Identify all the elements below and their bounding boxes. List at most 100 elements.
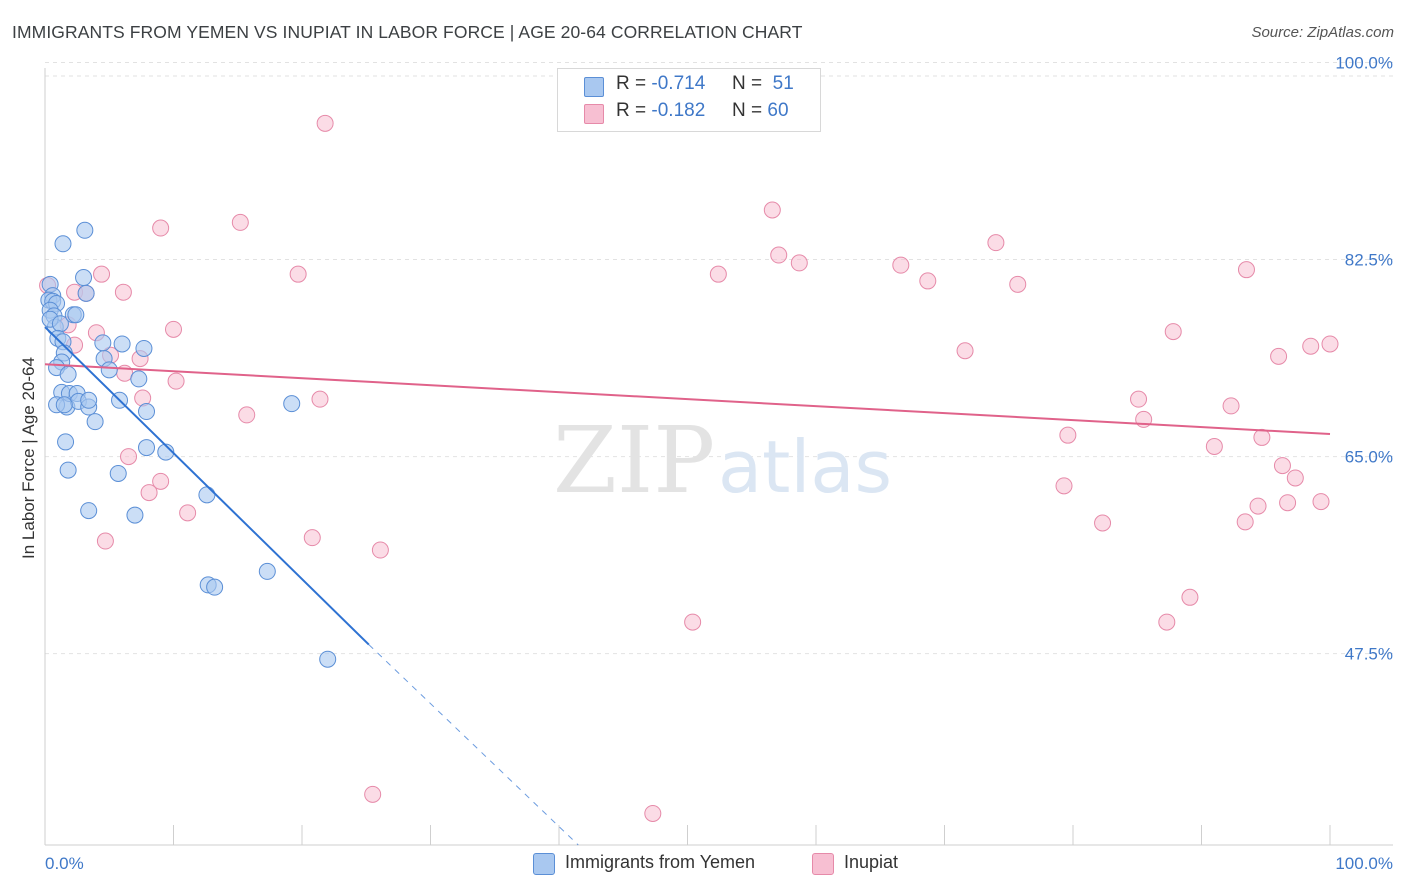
inupiat-point (179, 504, 197, 522)
y-tick-label: 82.5% (1345, 251, 1393, 270)
inupiat-point (1279, 494, 1297, 512)
inupiat-point (120, 448, 138, 466)
yemen-point (55, 396, 73, 414)
watermark-atlas: atlas (718, 425, 892, 509)
inupiat-point (770, 246, 788, 264)
inupiat-point (114, 283, 132, 301)
yemen-point (77, 284, 95, 302)
inupiat-point (1237, 261, 1255, 279)
inupiat-point (93, 265, 111, 283)
yemen-point (80, 502, 98, 520)
yemen-point (76, 221, 94, 239)
watermark: ZIP atlas (553, 407, 892, 514)
inupiat-point (311, 390, 329, 408)
inupiat-point (790, 254, 808, 272)
legend-swatch-yemen-bottom (533, 853, 555, 875)
source-credit: Source: ZipAtlas.com (1251, 24, 1394, 41)
inupiat-trend-line (44, 363, 1331, 436)
inupiat-point (371, 541, 389, 559)
inupiat-point (1094, 514, 1112, 532)
inupiat-point (1059, 426, 1077, 444)
x-tick-label: 100.0% (1335, 854, 1393, 873)
inupiat-point (303, 529, 321, 547)
yemen-point (59, 461, 77, 479)
legend-label-yemen: Immigrants from Yemen (565, 852, 756, 872)
inupiat-point (1205, 437, 1223, 455)
yemen-point (67, 306, 85, 324)
inupiat-point (1312, 493, 1330, 511)
legend-swatch-yemen (584, 77, 604, 97)
grid-lines (45, 62, 1393, 655)
inupiat-point (1236, 513, 1254, 531)
inupiat-point (644, 804, 662, 822)
inupiat-point (152, 472, 170, 490)
yemen-point (138, 439, 156, 457)
yemen-point (258, 562, 276, 580)
legend-n-value-yemen: 51 (772, 73, 794, 94)
yemen-point (319, 650, 337, 668)
tick-labels: 47.5% 65.0% 82.5% 100.0% 0.0% 100.0% (45, 54, 1393, 873)
inupiat-point (165, 320, 182, 338)
legend-r-label: R = (616, 73, 647, 94)
y-tick-label: 100.0% (1335, 54, 1393, 73)
inupiat-point (96, 532, 114, 550)
inupiat-point (1158, 613, 1176, 631)
yemen-point (206, 578, 224, 596)
inupiat-point (364, 785, 382, 803)
yemen-point (59, 365, 77, 383)
inupiat-point (167, 372, 185, 390)
inupiat-point (1164, 323, 1182, 341)
yemen-point (100, 361, 118, 379)
yemen-point (54, 235, 72, 253)
inupiat-point (316, 114, 334, 132)
legend-swatch-inupiat-bottom (812, 853, 834, 875)
inupiat-point (1222, 397, 1240, 415)
yemen-point (57, 433, 75, 451)
x-tick-label: 0.0% (45, 854, 84, 873)
yemen-point (126, 506, 144, 524)
inupiat-point (1181, 588, 1199, 606)
y-axis-label: In Labor Force | Age 20-64 (19, 357, 38, 559)
yemen-point (75, 269, 93, 287)
inupiat-point (1321, 335, 1339, 353)
inupiat-point (956, 342, 974, 360)
yemen-trend-extension (368, 644, 579, 846)
inupiat-point (987, 234, 1005, 252)
trend-lines (44, 326, 1331, 846)
yemen-point (130, 370, 148, 388)
inupiat-point (152, 219, 170, 237)
yemen-point (109, 464, 127, 482)
y-tick-label: 47.5% (1345, 645, 1393, 664)
inupiat-point (1055, 477, 1073, 495)
correlation-legend: R = -0.714 N = 51 R = -0.182 N = 60 (557, 68, 821, 132)
inupiat-point (1009, 275, 1027, 293)
yemen-point (94, 334, 112, 352)
inupiat-point (140, 484, 158, 502)
inupiat-point (709, 265, 727, 283)
inupiat-point (892, 256, 910, 274)
inupiat-point (1273, 457, 1291, 475)
inupiat-point (1286, 469, 1304, 487)
inupiat-point (919, 272, 937, 290)
yemen-point (86, 413, 104, 431)
axes (44, 68, 1393, 846)
yemen-point (283, 395, 301, 413)
yemen-point (113, 335, 131, 353)
legend-swatch-inupiat (584, 104, 604, 124)
inupiat-point (763, 201, 781, 219)
legend-r-label: R = (616, 100, 647, 121)
legend-label-inupiat: Inupiat (844, 852, 899, 872)
yemen-point (198, 486, 216, 504)
legend-r-value-inupiat: -0.182 (651, 100, 706, 121)
legend-n-value-inupiat: 60 (767, 100, 789, 121)
inupiat-point (1130, 390, 1148, 408)
chart-title: IMMIGRANTS FROM YEMEN VS INUPIAT IN LABO… (12, 22, 803, 42)
inupiat-point (238, 406, 256, 424)
inupiat-point (1249, 497, 1267, 515)
yemen-point (138, 403, 156, 421)
inupiat-point (1302, 337, 1320, 355)
inupiat-point (1270, 347, 1288, 365)
yemen-point (80, 391, 98, 409)
legend-r-value-yemen: -0.714 (651, 73, 706, 94)
